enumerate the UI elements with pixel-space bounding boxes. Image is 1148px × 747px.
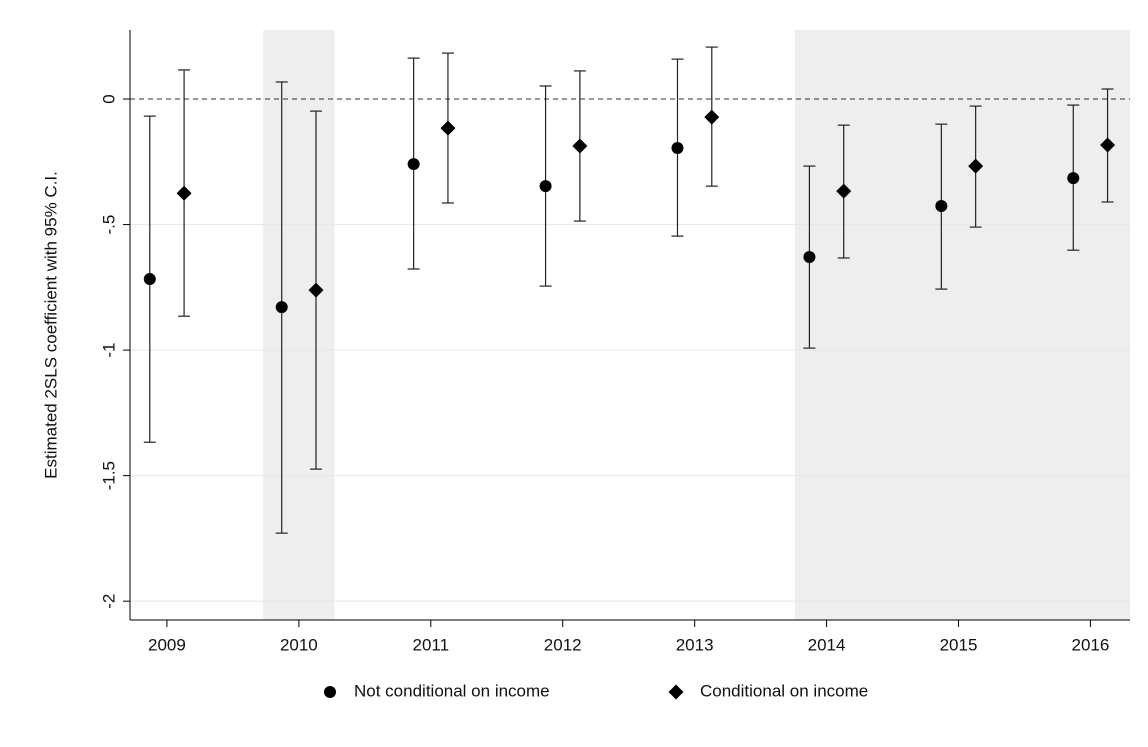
x-tick-label: 2013	[676, 635, 714, 654]
point	[275, 301, 288, 314]
shaded-region	[263, 30, 335, 620]
point	[176, 185, 192, 201]
x-tick-label: 2014	[808, 635, 846, 654]
y-tick-label: -2	[99, 594, 118, 609]
point	[1067, 172, 1080, 185]
shaded-region	[794, 30, 1130, 620]
y-axis-label: Estimated 2SLS coefficient with 95% C.I.	[41, 171, 60, 479]
legend-label: Not conditional on income	[354, 681, 550, 700]
point	[704, 109, 720, 125]
y-tick-label: 0	[99, 94, 118, 103]
legend-marker	[324, 686, 336, 698]
y-tick-label: -.5	[99, 215, 118, 235]
y-tick-label: -1	[99, 343, 118, 358]
point	[572, 138, 588, 154]
legend-label: Conditional on income	[700, 681, 868, 700]
legend-marker	[668, 684, 684, 700]
x-tick-label: 2016	[1072, 635, 1110, 654]
point	[143, 273, 156, 286]
point	[836, 183, 852, 199]
point	[935, 199, 948, 212]
y-tick-label: -1.5	[99, 461, 118, 490]
x-tick-label: 2010	[280, 635, 318, 654]
x-tick-label: 2015	[940, 635, 978, 654]
point	[1100, 137, 1116, 153]
point	[407, 158, 420, 171]
point	[440, 120, 456, 136]
x-tick-label: 2009	[148, 635, 186, 654]
x-tick-label: 2012	[544, 635, 582, 654]
x-tick-label: 2011	[413, 635, 450, 654]
point	[803, 250, 816, 263]
point	[308, 282, 324, 298]
point	[539, 180, 552, 193]
point	[968, 158, 984, 174]
point	[671, 142, 684, 154]
